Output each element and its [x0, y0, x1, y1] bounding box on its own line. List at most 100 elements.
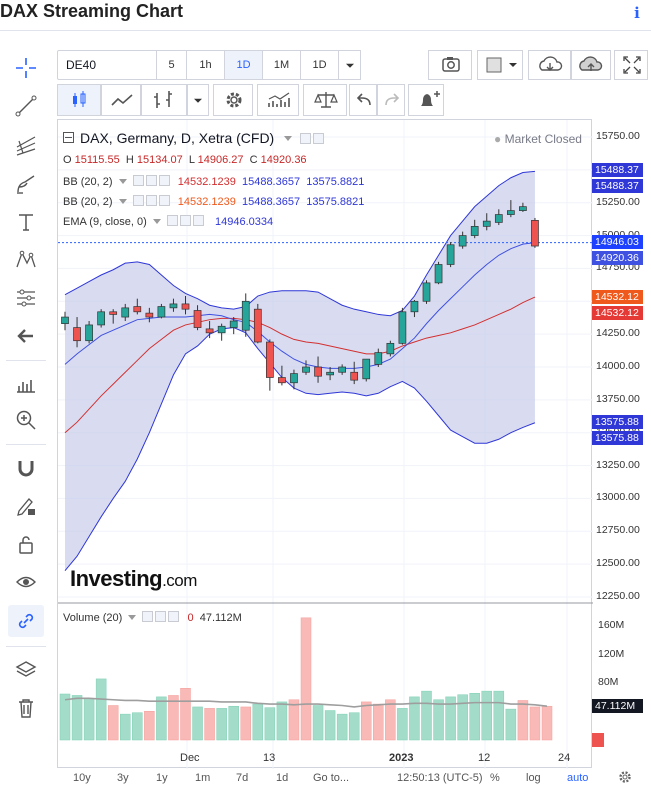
- close-icon[interactable]: [158, 175, 170, 186]
- volume-axis-label: 80M: [598, 676, 619, 688]
- eye-icon[interactable]: [166, 215, 178, 226]
- gear-icon[interactable]: [145, 175, 157, 186]
- indicators-button[interactable]: [257, 84, 299, 116]
- candle: [193, 310, 202, 328]
- price-axis-label: 12750.00: [596, 524, 640, 537]
- interval-1h[interactable]: 1h: [187, 50, 225, 80]
- visibility-tool[interactable]: [8, 566, 44, 598]
- chart-type-candles-button[interactable]: [57, 84, 101, 116]
- close-icon[interactable]: [158, 195, 170, 206]
- log-toggle[interactable]: log: [526, 772, 541, 784]
- eye-icon[interactable]: [142, 611, 154, 622]
- prediction-tool[interactable]: [8, 282, 44, 314]
- gear-icon[interactable]: [145, 195, 157, 206]
- range-1m[interactable]: 1m: [195, 772, 211, 784]
- eye-icon[interactable]: [132, 195, 144, 206]
- gear-icon[interactable]: [179, 215, 191, 226]
- scale-icon: [314, 92, 338, 108]
- close-icon[interactable]: [192, 215, 204, 226]
- measure-tool[interactable]: [8, 368, 44, 400]
- zoom-in-icon: [16, 410, 36, 430]
- range-10y[interactable]: 10y: [73, 772, 91, 784]
- volume-bar: [156, 696, 167, 741]
- chart-type-dropdown[interactable]: [187, 84, 209, 116]
- lock-tool[interactable]: [8, 528, 44, 560]
- interval-5[interactable]: 5: [157, 50, 187, 80]
- price-chart[interactable]: [58, 120, 593, 769]
- redo-icon: [385, 93, 400, 106]
- chevron-down-icon[interactable]: [284, 136, 293, 141]
- candle: [157, 306, 166, 318]
- alert-button[interactable]: [408, 84, 444, 116]
- chart-type-bars-button[interactable]: [141, 84, 187, 116]
- eye-icon[interactable]: [132, 175, 144, 186]
- candle: [458, 235, 467, 247]
- bb-legend-2[interactable]: BB (20, 2) 14532.1239 15488.3657 13575.8…: [63, 195, 365, 208]
- candle: [362, 358, 371, 380]
- brush-tool[interactable]: [8, 168, 44, 200]
- link-tool[interactable]: [8, 605, 44, 637]
- range-3y[interactable]: 3y: [117, 772, 129, 784]
- fullscreen-button[interactable]: [614, 50, 648, 80]
- layers-tool[interactable]: [8, 654, 44, 686]
- bb-legend-1[interactable]: BB (20, 2) 14532.1239 15488.3657 13575.8…: [63, 175, 365, 188]
- volume-bar: [481, 690, 492, 741]
- trend-line-tool[interactable]: [8, 90, 44, 122]
- save-chart-button[interactable]: [571, 50, 611, 80]
- color-picker-button[interactable]: [477, 50, 523, 80]
- redo-button[interactable]: [377, 84, 405, 116]
- pitchfork-tool[interactable]: [8, 130, 44, 162]
- close-icon[interactable]: [168, 611, 180, 622]
- delete-tool[interactable]: [8, 692, 44, 724]
- volume-bar: [336, 713, 348, 741]
- symbol-search-input[interactable]: DE40: [57, 50, 157, 80]
- goto-button[interactable]: Go to...: [313, 772, 350, 784]
- chart-panel[interactable]: [57, 119, 593, 769]
- settings-button[interactable]: [618, 770, 632, 787]
- chart-type-line-button[interactable]: [101, 84, 141, 116]
- chevron-down-icon[interactable]: [118, 179, 127, 184]
- ema-legend[interactable]: EMA (9, close, 0) 14946.0334: [63, 215, 274, 228]
- undo-button[interactable]: [349, 84, 377, 116]
- volume-bar: [252, 703, 264, 741]
- snapshot-button[interactable]: [428, 50, 472, 80]
- interval-1d-alt[interactable]: 1D: [301, 50, 339, 80]
- pattern-tool[interactable]: [8, 244, 44, 276]
- collapse-icon[interactable]: [63, 132, 74, 143]
- symbol-legend[interactable]: DAX, Germany, D, Xetra (CFD): [63, 130, 326, 146]
- volume-legend[interactable]: Volume (20) 0 47.112M: [63, 611, 242, 624]
- volume-bar: [348, 712, 360, 741]
- chevron-down-icon[interactable]: [152, 219, 161, 224]
- load-chart-button[interactable]: [528, 50, 571, 80]
- chevron-down-icon[interactable]: [128, 615, 137, 620]
- volume-bar: [59, 693, 71, 741]
- compare-button[interactable]: [303, 84, 347, 116]
- crosshair-tool[interactable]: [8, 52, 44, 84]
- auto-toggle[interactable]: auto: [567, 772, 589, 784]
- chevron-down-icon[interactable]: [118, 199, 127, 204]
- interval-1d[interactable]: 1D: [225, 50, 263, 80]
- interval-dropdown-button[interactable]: [339, 50, 361, 80]
- clock-timezone[interactable]: 12:50:13 (UTC-5): [397, 772, 483, 784]
- percent-toggle[interactable]: %: [490, 772, 500, 784]
- gear-icon[interactable]: [313, 133, 325, 144]
- indicators-icon: [268, 92, 290, 107]
- info-icon[interactable]: i: [634, 4, 640, 22]
- back-arrow-tool[interactable]: [8, 320, 44, 352]
- stay-drawing-tool[interactable]: [8, 490, 44, 522]
- volume-bar: [529, 706, 541, 741]
- zoom-tool[interactable]: [8, 404, 44, 436]
- magnet-tool[interactable]: [8, 452, 44, 484]
- range-1d[interactable]: 1d: [276, 772, 289, 784]
- gear-icon[interactable]: [155, 611, 167, 622]
- eye-icon[interactable]: [300, 133, 312, 144]
- settings-button[interactable]: [213, 84, 253, 116]
- price-axis-label: 13250.00: [596, 458, 640, 471]
- interval-1m[interactable]: 1M: [263, 50, 301, 80]
- volume-bar: [505, 708, 517, 741]
- range-7d[interactable]: 7d: [236, 772, 249, 784]
- text-tool[interactable]: [8, 206, 44, 238]
- range-1y[interactable]: 1y: [156, 772, 168, 784]
- chevron-down-icon: [194, 98, 202, 103]
- candle: [374, 352, 383, 365]
